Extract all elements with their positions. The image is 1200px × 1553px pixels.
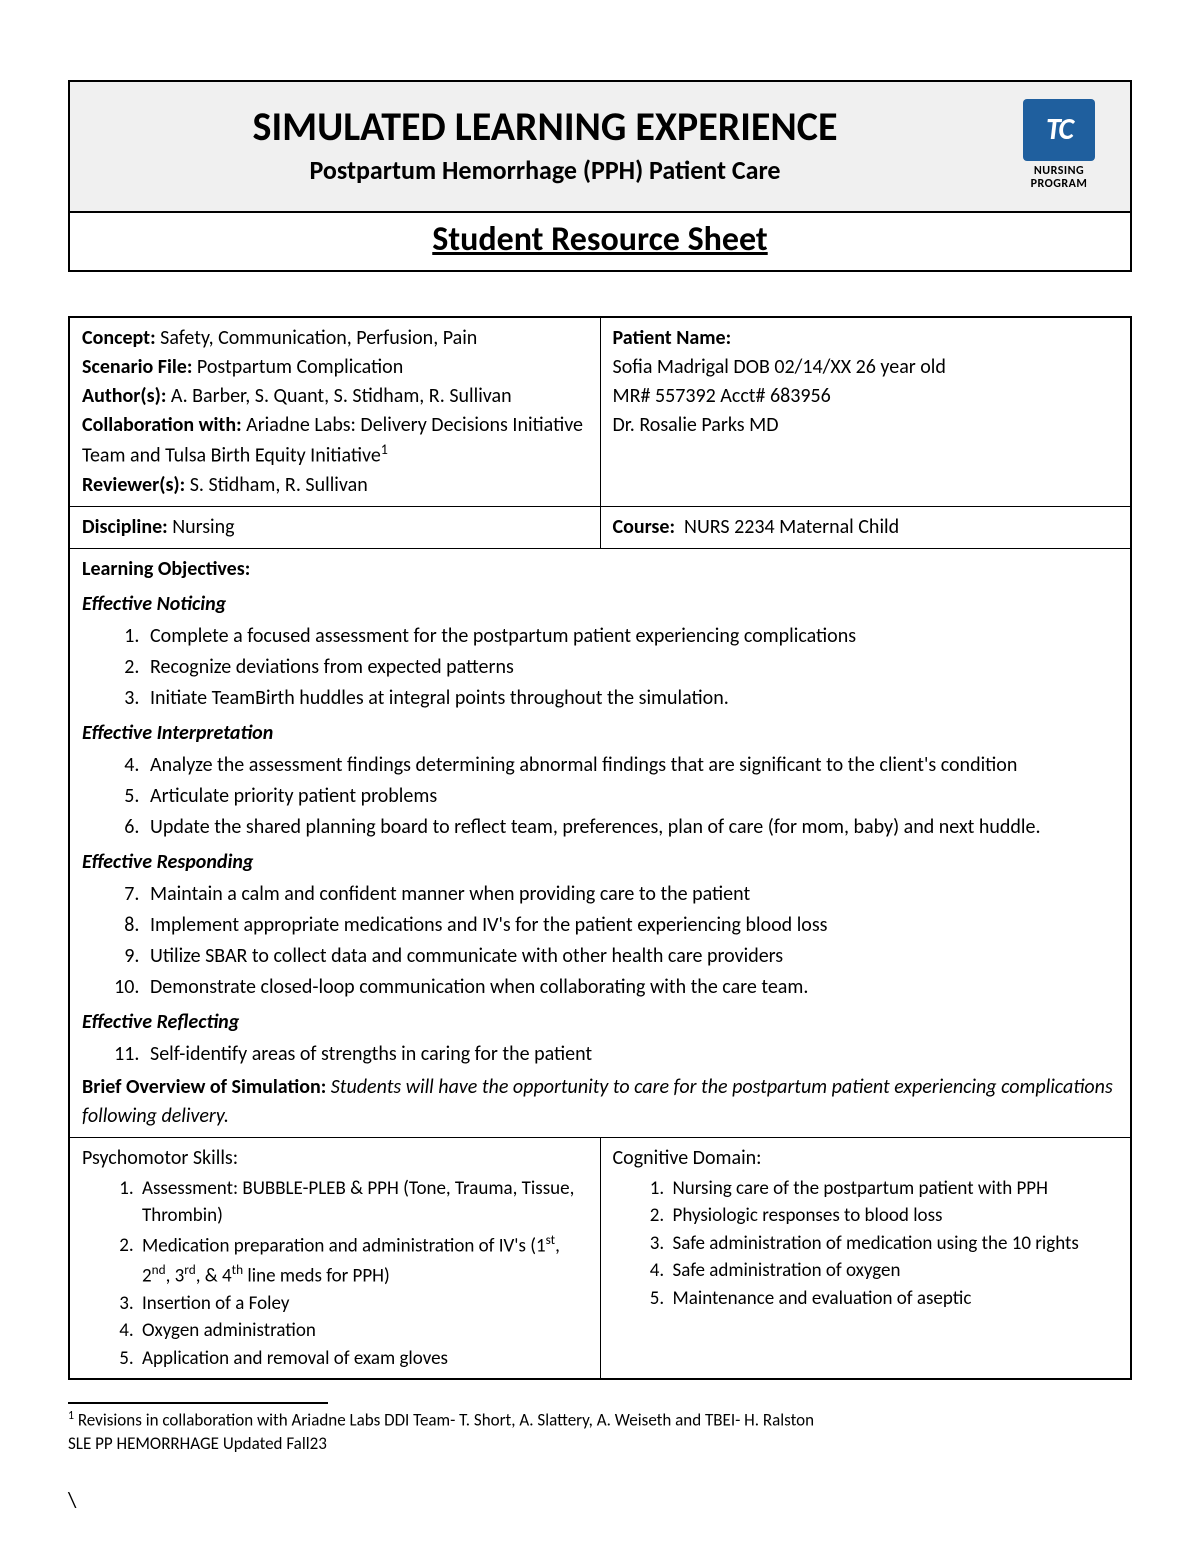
doc-title: SIMULATED LEARNING EXPERIENCE (86, 104, 1004, 150)
objective-list: Maintain a calm and confident manner whe… (82, 879, 1118, 1002)
footnote-text: Revisions in collaboration with Ariadne … (78, 1410, 814, 1431)
scenario-value: Postpartum Complication (197, 355, 403, 379)
info-row-2: Discipline: Nursing Course: NURS 2234 Ma… (69, 506, 1131, 548)
psychomotor-cell: Psychomotor Skills: Assessment: BUBBLE-P… (69, 1137, 600, 1379)
patient-line2: MR# 557392 Acct# 683956 (613, 382, 1119, 411)
objective-item: Analyze the assessment findings determin… (144, 750, 1118, 780)
concept-value: Safety, Communication, Perfusion, Pain (160, 326, 477, 350)
cognitive-item: Safe administration of medication using … (669, 1230, 1119, 1258)
objective-item: Recognize deviations from expected patte… (144, 652, 1118, 682)
concept-label: Concept: (82, 326, 156, 350)
objective-item: Articulate priority patient problems (144, 781, 1118, 811)
objective-item: Maintain a calm and confident manner whe… (144, 879, 1118, 909)
patient-label: Patient Name: (613, 324, 1119, 353)
footnote-rule (68, 1402, 328, 1404)
logo-text: NURSING PROGRAM (1031, 165, 1088, 190)
cognitive-item: Physiologic responses to blood loss (669, 1202, 1119, 1230)
objective-item: Utilize SBAR to collect data and communi… (144, 941, 1118, 971)
authors-value: A. Barber, S. Quant, S. Stidham, R. Sull… (171, 384, 512, 408)
objectives-row: Learning Objectives: Effective NoticingC… (69, 548, 1131, 1137)
patient-line3: Dr. Rosalie Parks MD (613, 411, 1119, 440)
cognitive-item: Maintenance and evaluation of aseptic (669, 1285, 1119, 1313)
objective-item: Complete a focused assessment for the po… (144, 621, 1118, 651)
header-titles: SIMULATED LEARNING EXPERIENCE Postpartum… (86, 104, 1004, 186)
reviewers-label: Reviewer(s): (82, 473, 185, 497)
cognitive-item: Nursing care of the postpartum patient w… (669, 1175, 1119, 1203)
skills-row: Psychomotor Skills: Assessment: BUBBLE-P… (69, 1137, 1131, 1379)
objective-list: Self-identify areas of strengths in cari… (82, 1039, 1118, 1069)
psychomotor-item: Application and removal of exam gloves (138, 1345, 588, 1373)
header-top: SIMULATED LEARNING EXPERIENCE Postpartum… (70, 82, 1130, 213)
collab-label: Collaboration with: (82, 413, 242, 437)
header-box: SIMULATED LEARNING EXPERIENCE Postpartum… (68, 80, 1132, 272)
objective-item: Initiate TeamBirth huddles at integral p… (144, 683, 1118, 713)
section-title: Student Resource Sheet (70, 213, 1130, 270)
psychomotor-item: Oxygen administration (138, 1317, 588, 1345)
objective-list: Analyze the assessment findings determin… (82, 750, 1118, 842)
objective-item: Implement appropriate medications and IV… (144, 910, 1118, 940)
discipline-cell: Discipline: Nursing (69, 506, 600, 548)
objective-heading: Effective Responding (82, 848, 1118, 877)
overview: Brief Overview of Simulation: Students w… (82, 1073, 1118, 1131)
scenario-label: Scenario File: (82, 355, 192, 379)
psychomotor-title: Psychomotor Skills: (82, 1144, 588, 1173)
discipline-value: Nursing (172, 515, 234, 539)
info-right-cell: Patient Name: Sofia Madrigal DOB 02/14/X… (600, 317, 1131, 506)
objective-list: Complete a focused assessment for the po… (82, 621, 1118, 713)
objective-item: Update the shared planning board to refl… (144, 812, 1118, 842)
logo-icon: TC (1023, 99, 1095, 161)
objectives-title: Learning Objectives: (82, 555, 1118, 584)
discipline-label: Discipline: (82, 515, 168, 539)
course-cell: Course: NURS 2234 Maternal Child (600, 506, 1131, 548)
info-row-1: Concept: Safety, Communication, Perfusio… (69, 317, 1131, 506)
psychomotor-item: Medication preparation and administratio… (138, 1230, 588, 1290)
cognitive-list: Nursing care of the postpartum patient w… (613, 1175, 1119, 1313)
footnote: 1 Revisions in collaboration with Ariadn… (68, 1408, 1132, 1433)
cognitive-title: Cognitive Domain: (613, 1144, 1119, 1173)
objective-heading: Effective Reflecting (82, 1008, 1118, 1037)
cognitive-cell: Cognitive Domain: Nursing care of the po… (600, 1137, 1131, 1379)
cognitive-item: Safe administration of oxygen (669, 1257, 1119, 1285)
objectives-groups: Effective NoticingComplete a focused ass… (82, 590, 1118, 1069)
stray-slash: \ (68, 1486, 1132, 1513)
course-value: NURS 2234 Maternal Child (684, 515, 899, 539)
footnote-sup: 1 (68, 1409, 74, 1423)
logo: TC NURSING PROGRAM (1004, 92, 1114, 197)
psychomotor-item: Assessment: BUBBLE-PLEB & PPH (Tone, Tra… (138, 1175, 588, 1230)
doc-id: SLE PP HEMORRHAGE Updated Fall23 (68, 1433, 1132, 1456)
authors-label: Author(s): (82, 384, 166, 408)
overview-label: Brief Overview of Simulation: (82, 1075, 326, 1099)
reviewers-value: S. Stidham, R. Sullivan (190, 473, 368, 497)
info-table: Concept: Safety, Communication, Perfusio… (68, 316, 1132, 1380)
logo-line2: PROGRAM (1031, 177, 1088, 191)
objective-heading: Effective Interpretation (82, 719, 1118, 748)
objective-heading: Effective Noticing (82, 590, 1118, 619)
collab-sup: 1 (381, 441, 388, 458)
patient-line1: Sofia Madrigal DOB 02/14/XX 26 year old (613, 353, 1119, 382)
page: SIMULATED LEARNING EXPERIENCE Postpartum… (0, 0, 1200, 1553)
course-label: Course: (613, 515, 676, 539)
objective-item: Self-identify areas of strengths in cari… (144, 1039, 1118, 1069)
psychomotor-list: Assessment: BUBBLE-PLEB & PPH (Tone, Tra… (82, 1175, 588, 1372)
objective-item: Demonstrate closed-loop communication wh… (144, 972, 1118, 1002)
doc-subtitle: Postpartum Hemorrhage (PPH) Patient Care (86, 154, 1004, 186)
info-left-cell: Concept: Safety, Communication, Perfusio… (69, 317, 600, 506)
psychomotor-item: Insertion of a Foley (138, 1290, 588, 1318)
objectives-cell: Learning Objectives: Effective NoticingC… (69, 548, 1131, 1137)
